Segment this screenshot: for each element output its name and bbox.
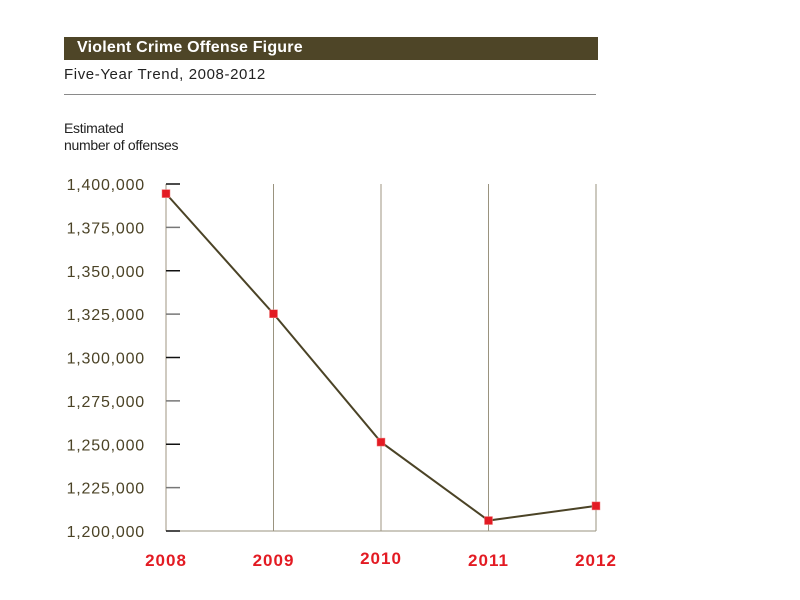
x-tick-label: 2011 bbox=[468, 551, 509, 570]
y-tick-label: 1,225,000 bbox=[67, 481, 145, 498]
x-tick-label: 2009 bbox=[253, 551, 295, 570]
y-axis-label-line-1: Estimated bbox=[64, 120, 124, 136]
y-tick-label: 1,325,000 bbox=[67, 307, 145, 324]
data-point-2008 bbox=[161, 189, 171, 198]
title-divider bbox=[64, 94, 596, 95]
y-tick-label: 1,250,000 bbox=[67, 437, 145, 454]
chart-title: Violent Crime Offense Figure bbox=[77, 39, 303, 56]
y-tick-label: 1,350,000 bbox=[67, 264, 145, 281]
data-point-2011 bbox=[484, 516, 493, 525]
data-point-2009 bbox=[269, 309, 278, 319]
x-tick-label: 2012 bbox=[575, 551, 617, 570]
x-tick-label: 2010 bbox=[360, 549, 402, 568]
y-axis-ticks: 1,200,000 1,225,000 1,250,000 1,275,000 1,30… bbox=[67, 177, 180, 541]
data-point-2010 bbox=[376, 437, 386, 447]
data-point-2012 bbox=[591, 501, 601, 511]
y-axis-label: Estimated number of offenses bbox=[64, 120, 179, 154]
data-series bbox=[161, 189, 601, 525]
gridlines bbox=[165, 184, 597, 532]
y-tick-label: 1,200,000 bbox=[67, 524, 145, 541]
x-axis-ticks: 2008 2009 2010 2011 2012 bbox=[145, 549, 617, 570]
y-tick-label: 1,375,000 bbox=[67, 220, 145, 237]
y-axis-label-line-2: number of offenses bbox=[64, 137, 179, 153]
x-tick-label: 2008 bbox=[145, 551, 187, 570]
chart-subtitle: Five-Year Trend, 2008-2012 bbox=[64, 66, 266, 83]
y-tick-label: 1,300,000 bbox=[67, 351, 145, 368]
y-tick-label: 1,400,000 bbox=[67, 177, 145, 194]
chart-title-bar: Violent Crime Offense Figure bbox=[64, 37, 598, 60]
y-tick-label: 1,275,000 bbox=[67, 394, 145, 411]
